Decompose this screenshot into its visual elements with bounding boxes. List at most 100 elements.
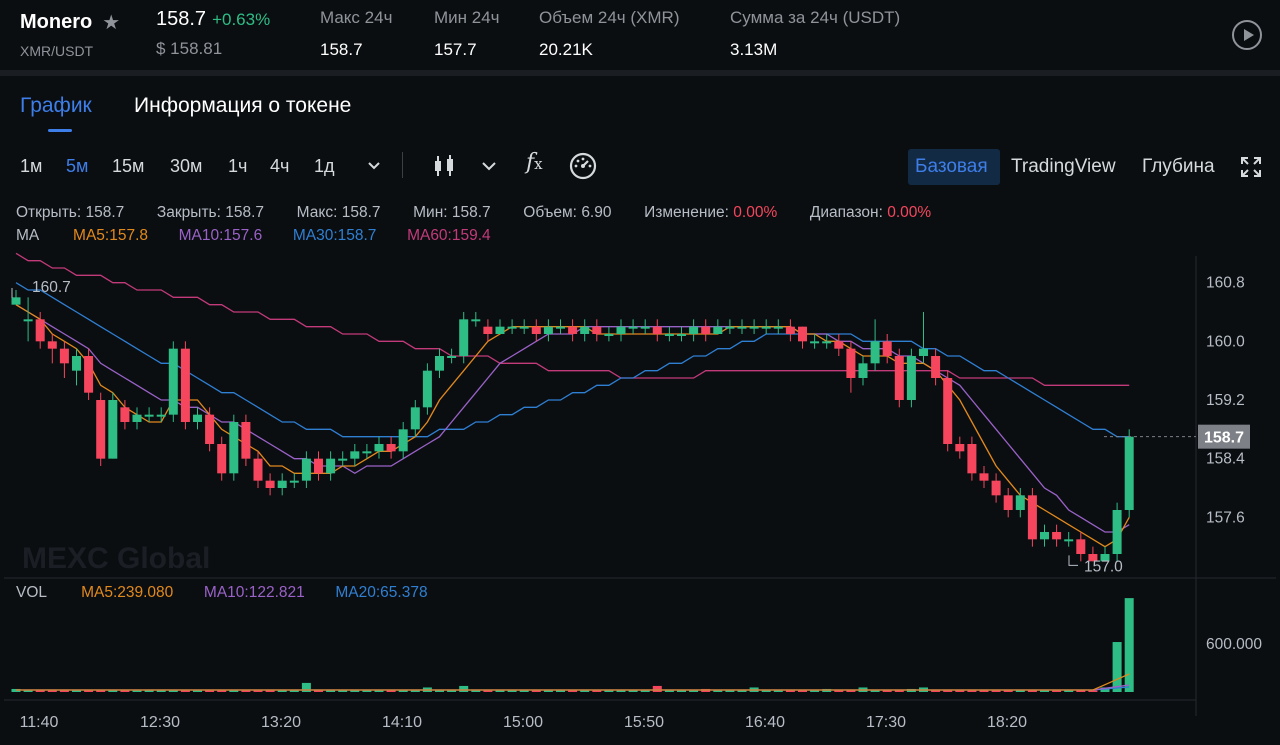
volume-bar	[616, 690, 626, 692]
timeframe-15m[interactable]: 15м	[112, 156, 145, 176]
stat-value: 157.7	[434, 40, 477, 59]
candle-body	[120, 407, 130, 422]
volume-bar	[628, 690, 638, 692]
candle-body	[11, 297, 21, 305]
volume-bar	[931, 690, 941, 692]
candle-body	[1112, 510, 1122, 554]
candle-body	[870, 341, 880, 364]
candle-body	[374, 444, 384, 452]
candle-body	[943, 378, 953, 444]
volume-bar	[47, 690, 57, 692]
candle-body	[253, 458, 263, 481]
stat-value: 158.7	[320, 40, 363, 59]
volume-bar	[507, 690, 517, 692]
candle-body	[459, 319, 469, 356]
chevron-down-icon[interactable]	[480, 158, 498, 174]
range-label: Диапазон:	[809, 204, 883, 221]
candle-body	[1076, 539, 1086, 554]
x-tick-label: 15:50	[624, 714, 664, 731]
candle-body	[1040, 532, 1049, 540]
volume-bar	[761, 690, 771, 692]
favorite-star-icon[interactable]: ★	[102, 12, 121, 34]
view-basic[interactable]: Базовая	[915, 156, 988, 177]
timeframe-30m[interactable]: 30м	[170, 156, 203, 176]
candle-body	[350, 451, 360, 459]
candle-body	[435, 356, 444, 371]
y-tick-label: 160.0	[1206, 333, 1245, 350]
stat-volume-24h: Объем 24ч (XMR) 20.21K	[539, 8, 679, 60]
volume-bar	[1052, 690, 1062, 692]
volume-bar	[519, 690, 529, 692]
volume-bar	[217, 690, 227, 692]
ma60-line	[15, 252, 1130, 386]
candle-body	[858, 363, 868, 378]
volume-bar	[568, 690, 578, 692]
volume-bar	[1027, 690, 1037, 692]
timeframe-1m[interactable]: 1м	[20, 156, 43, 176]
candle-body	[979, 473, 989, 481]
fullscreen-icon[interactable]	[1240, 156, 1262, 178]
price-chart[interactable]: MEXC Global 160.8 160.0 159.2 158.4 157.6 600…	[4, 76, 1276, 742]
candle-body	[1052, 532, 1062, 540]
change-label: Изменение:	[644, 204, 729, 221]
fx-icon[interactable]: fx	[526, 150, 543, 175]
play-icon[interactable]	[1232, 20, 1262, 50]
volume-bar	[798, 690, 807, 692]
volume-bar	[35, 690, 45, 692]
toolbar-divider	[402, 152, 403, 178]
candle-body	[483, 326, 493, 334]
open-value: 158.7	[85, 204, 125, 221]
candle-body	[23, 319, 33, 322]
volume-bar	[193, 690, 202, 692]
candle-body	[543, 326, 553, 334]
view-tradingview[interactable]: TradingView	[1011, 156, 1116, 177]
candle-body	[556, 326, 565, 329]
candle-body	[289, 480, 299, 483]
volume-bar	[410, 690, 420, 692]
vol-ma10-label: MA10:122.821	[203, 584, 305, 601]
stat-amount-24h: Сумма за 24ч (USDT) 3.13M	[730, 8, 900, 60]
volume-bar	[241, 690, 251, 692]
volume-bar	[326, 690, 336, 692]
volume-bar	[652, 685, 662, 692]
candle-body	[1064, 539, 1074, 542]
volume-bar	[314, 690, 323, 692]
pair-info[interactable]: Monero ★ XMR/USDT	[20, 10, 120, 59]
volume-bar	[277, 690, 287, 692]
candle-body	[265, 480, 275, 488]
volume-bar	[265, 690, 275, 692]
view-depth[interactable]: Глубина	[1142, 156, 1215, 177]
volume-bar	[1124, 598, 1134, 692]
x-tick-label: 12:30	[140, 714, 180, 731]
timeframe-4h[interactable]: 4ч	[270, 156, 290, 176]
volume-value: 6.90	[581, 204, 612, 221]
low-value: 158.7	[451, 204, 491, 221]
candle-body	[919, 348, 928, 356]
chart-toolbar: 1м 5м 15м 30м 1ч 4ч 1д fx Базовая Tradin…	[4, 144, 1276, 190]
current-price-label: 158.7	[1204, 430, 1244, 447]
timeframe-5m[interactable]: 5м	[66, 156, 89, 176]
close-value: 158.7	[225, 204, 265, 221]
chevron-down-icon[interactable]	[366, 158, 382, 174]
timeframe-1d[interactable]: 1д	[314, 156, 335, 176]
volume-bar	[229, 690, 239, 692]
candlestick-icon[interactable]	[430, 152, 458, 180]
volume-bar	[108, 690, 118, 692]
pair-symbol: XMR/USDT	[20, 43, 94, 59]
timeframe-1h[interactable]: 1ч	[228, 156, 248, 176]
gauge-icon[interactable]	[568, 152, 598, 180]
volume-bar	[979, 690, 989, 692]
tab-chart[interactable]: График	[20, 94, 92, 117]
volume-bar	[773, 690, 783, 692]
candle-body	[749, 326, 759, 329]
candle-body	[84, 356, 94, 393]
candle-body	[761, 326, 771, 329]
candle-body	[906, 356, 916, 400]
volume-bar	[1076, 690, 1086, 692]
tab-token-info[interactable]: Информация о токене	[134, 94, 352, 117]
candle-body	[168, 348, 178, 415]
candle-body	[96, 400, 106, 459]
volume-bar	[834, 690, 844, 692]
stat-value: 3.13M	[730, 40, 778, 59]
volume-bar	[737, 690, 747, 692]
